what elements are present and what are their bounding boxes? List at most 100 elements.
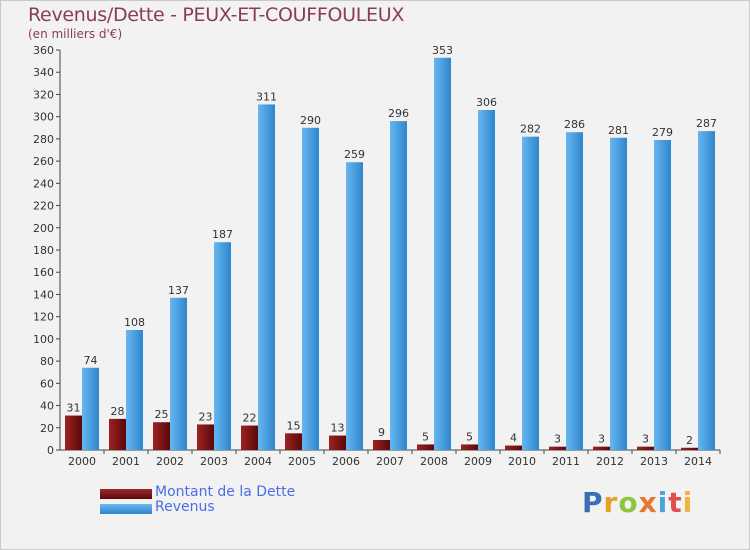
- bar-dette: [153, 422, 170, 450]
- x-tick-label: 2009: [464, 455, 492, 468]
- x-tick-label: 2010: [508, 455, 536, 468]
- bar-dette: [373, 440, 390, 450]
- data-label-dette: 3: [598, 433, 605, 446]
- y-tick-label: 300: [33, 111, 54, 124]
- x-tick-label: 2014: [684, 455, 712, 468]
- data-label-revenus: 279: [652, 126, 673, 139]
- data-label-revenus: 311: [256, 90, 277, 103]
- y-tick-label: 220: [33, 200, 54, 213]
- x-tick-label: 2006: [332, 455, 360, 468]
- legend-swatch-dette: [100, 489, 152, 499]
- y-tick-label: 100: [33, 333, 54, 346]
- data-label-dette: 15: [287, 419, 301, 432]
- data-label-dette: 5: [466, 430, 473, 443]
- proxiti-logo: Proxiti: [582, 486, 694, 519]
- data-label-dette: 9: [378, 426, 385, 439]
- x-tick-label: 2003: [200, 455, 228, 468]
- data-label-revenus: 286: [564, 118, 585, 131]
- x-tick-label: 2007: [376, 455, 404, 468]
- y-tick-label: 160: [33, 266, 54, 279]
- bar-revenus: [522, 136, 539, 450]
- bar-revenus: [390, 121, 407, 450]
- data-label-revenus: 290: [300, 114, 321, 127]
- data-label-revenus: 74: [84, 354, 98, 367]
- legend-label-revenus: Revenus: [155, 499, 215, 515]
- bar-dette: [593, 446, 610, 450]
- bar-revenus: [566, 132, 583, 450]
- data-label-dette: 4: [510, 432, 517, 445]
- data-label-dette: 3: [554, 433, 561, 446]
- bar-revenus: [258, 104, 275, 450]
- bar-revenus: [214, 242, 231, 450]
- bar-dette: [549, 446, 566, 450]
- y-tick-label: 320: [33, 88, 54, 101]
- bar-dette: [681, 447, 698, 450]
- x-tick-label: 2011: [552, 455, 580, 468]
- bar-dette: [197, 424, 214, 450]
- y-tick-label: 120: [33, 311, 54, 324]
- data-label-dette: 22: [243, 412, 257, 425]
- y-tick-label: 280: [33, 133, 54, 146]
- data-label-dette: 5: [422, 430, 429, 443]
- y-tick-label: 80: [40, 355, 54, 368]
- y-tick-label: 40: [40, 400, 54, 413]
- x-tick-label: 2008: [420, 455, 448, 468]
- x-tick-label: 2004: [244, 455, 272, 468]
- data-label-revenus: 108: [124, 316, 145, 329]
- data-label-revenus: 187: [212, 228, 233, 241]
- y-tick-label: 20: [40, 422, 54, 435]
- y-tick-label: 360: [33, 44, 54, 57]
- data-label-dette: 28: [111, 405, 125, 418]
- x-tick-label: 2005: [288, 455, 316, 468]
- bar-revenus: [126, 330, 143, 450]
- bar-dette: [285, 433, 302, 450]
- bar-dette: [637, 446, 654, 450]
- bar-revenus: [654, 140, 671, 450]
- bar-revenus: [346, 162, 363, 450]
- data-label-dette: 31: [67, 402, 81, 415]
- bar-revenus: [82, 367, 99, 450]
- data-label-revenus: 282: [520, 123, 541, 136]
- bar-dette: [417, 444, 434, 450]
- y-tick-label: 0: [47, 444, 54, 457]
- bar-dette: [461, 444, 478, 450]
- bar-dette: [65, 415, 82, 450]
- y-tick-label: 260: [33, 155, 54, 168]
- bar-dette: [241, 425, 258, 450]
- data-label-revenus: 353: [432, 44, 453, 57]
- data-label-dette: 25: [155, 408, 169, 421]
- chart-subtitle: (en milliers d'€): [28, 27, 123, 41]
- bar-dette: [329, 435, 346, 450]
- data-label-revenus: 137: [168, 284, 189, 297]
- y-tick-label: 240: [33, 177, 54, 190]
- legend-label-dette: Montant de la Dette: [155, 484, 296, 500]
- x-tick-label: 2002: [156, 455, 184, 468]
- x-tick-label: 2012: [596, 455, 624, 468]
- bar-revenus: [478, 110, 495, 450]
- bar-dette: [505, 445, 522, 450]
- data-label-dette: 3: [642, 433, 649, 446]
- data-label-dette: 2: [686, 434, 693, 447]
- y-tick-label: 340: [33, 66, 54, 79]
- data-label-revenus: 287: [696, 117, 717, 130]
- x-tick-label: 2001: [112, 455, 140, 468]
- y-tick-label: 140: [33, 288, 54, 301]
- bar-revenus: [610, 137, 627, 450]
- x-tick-label: 2000: [68, 455, 96, 468]
- bar-dette: [109, 418, 126, 450]
- data-label-revenus: 306: [476, 96, 497, 109]
- bar-revenus: [698, 131, 715, 450]
- y-tick-label: 200: [33, 222, 54, 235]
- x-tick-label: 2013: [640, 455, 668, 468]
- data-label-dette: 13: [331, 422, 345, 435]
- legend-swatch-revenus: [100, 504, 152, 514]
- bar-revenus: [434, 57, 451, 451]
- data-label-revenus: 281: [608, 124, 629, 137]
- y-tick-label: 180: [33, 244, 54, 257]
- data-label-dette: 23: [199, 410, 213, 423]
- y-tick-label: 60: [40, 377, 54, 390]
- data-label-revenus: 296: [388, 107, 409, 120]
- bar-revenus: [170, 297, 187, 450]
- chart-title: Revenus/Dette - PEUX-ET-COUFFOULEUX: [28, 4, 405, 26]
